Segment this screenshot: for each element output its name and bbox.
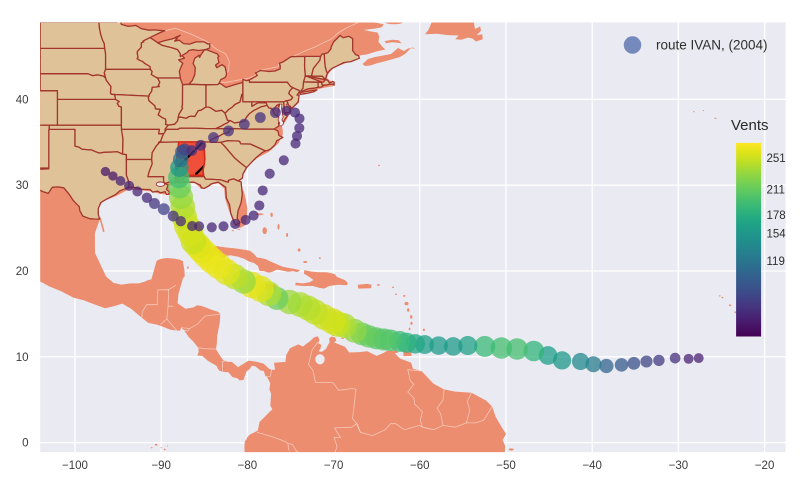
svg-text:−50: −50	[496, 460, 516, 472]
svg-text:−60: −60	[410, 460, 430, 472]
svg-text:route IVAN, (2004): route IVAN, (2004)	[656, 38, 768, 53]
svg-text:−70: −70	[324, 460, 344, 472]
svg-text:119: 119	[767, 256, 785, 268]
svg-text:−40: −40	[582, 460, 602, 472]
svg-text:10: 10	[16, 352, 29, 364]
svg-text:30: 30	[16, 180, 29, 192]
svg-text:178: 178	[767, 210, 786, 222]
svg-text:−80: −80	[238, 460, 258, 472]
svg-text:251: 251	[767, 153, 786, 165]
svg-text:154: 154	[767, 229, 787, 241]
svg-text:−30: −30	[669, 460, 689, 472]
svg-text:0: 0	[22, 438, 28, 450]
svg-text:−90: −90	[151, 460, 171, 472]
svg-text:−100: −100	[62, 460, 88, 472]
svg-text:−20: −20	[755, 460, 775, 472]
svg-text:Vents: Vents	[731, 117, 769, 134]
svg-text:40: 40	[16, 94, 29, 106]
svg-text:20: 20	[16, 266, 29, 278]
svg-text:211: 211	[767, 184, 785, 196]
